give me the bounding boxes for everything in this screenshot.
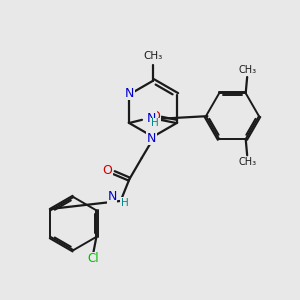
Text: N: N xyxy=(147,112,156,124)
Text: CH₃: CH₃ xyxy=(238,65,256,75)
Text: O: O xyxy=(150,110,160,123)
Text: N: N xyxy=(124,87,134,100)
Text: H: H xyxy=(151,118,159,128)
Text: CH₃: CH₃ xyxy=(143,51,163,62)
Text: CH₃: CH₃ xyxy=(238,157,256,167)
Text: N: N xyxy=(147,132,156,145)
Text: H: H xyxy=(121,198,128,208)
Text: Cl: Cl xyxy=(88,252,99,266)
Text: N: N xyxy=(107,190,117,203)
Text: O: O xyxy=(103,164,112,177)
